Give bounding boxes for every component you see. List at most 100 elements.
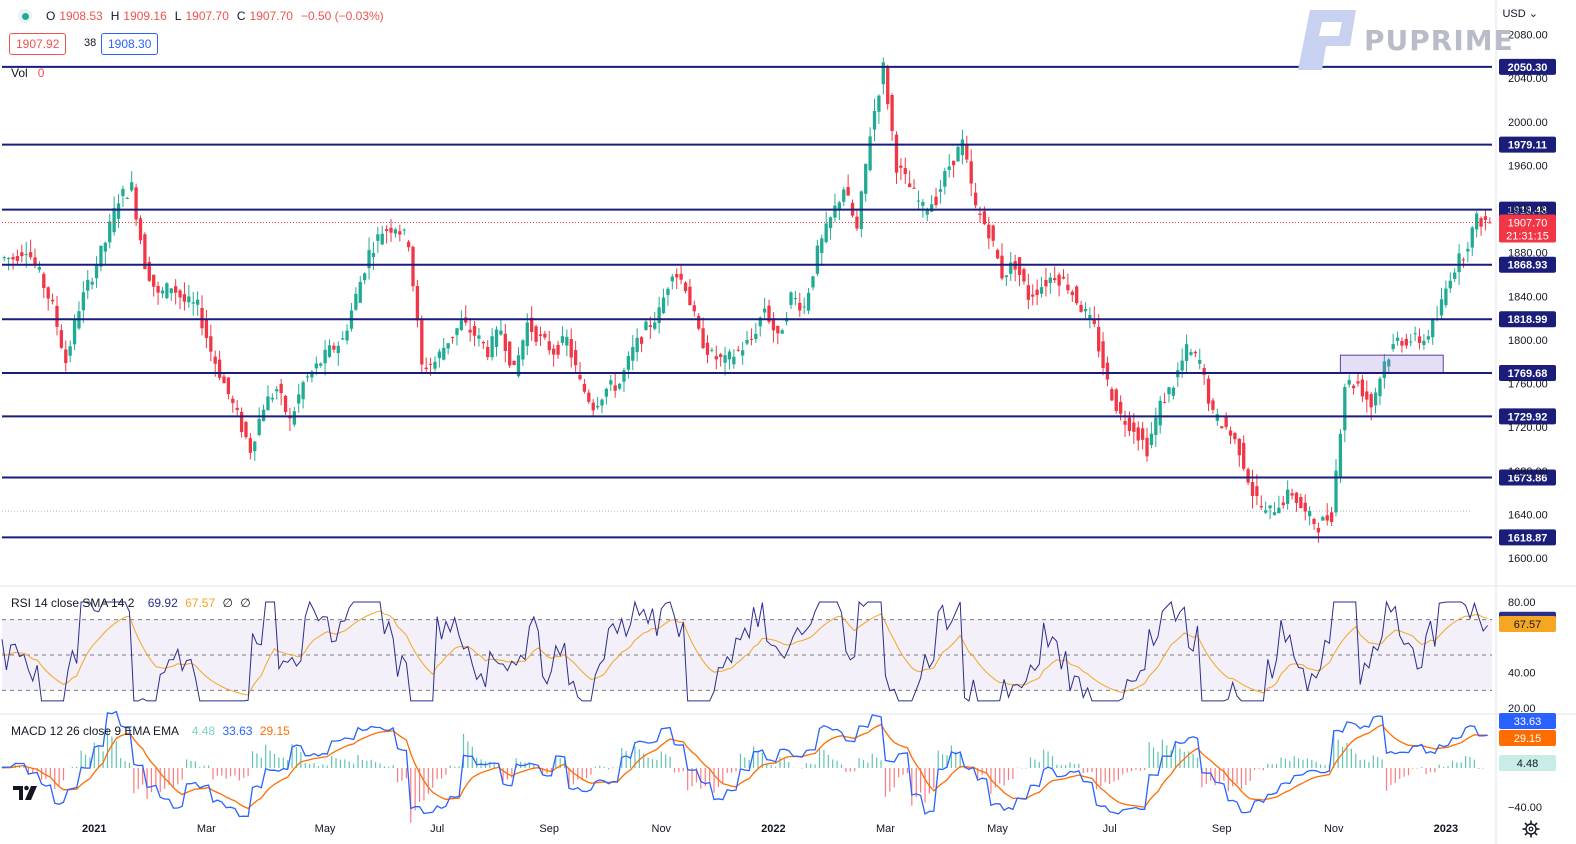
candle-body <box>710 349 714 351</box>
candle-body <box>956 146 960 162</box>
candle <box>719 352 723 367</box>
candle <box>850 199 855 218</box>
rsi-tag-text: 67.57 <box>1514 619 1542 631</box>
candle-body <box>780 330 784 334</box>
candle <box>174 279 178 305</box>
candle <box>872 98 877 142</box>
candle <box>327 339 332 359</box>
candle <box>134 183 138 226</box>
candle <box>81 280 86 323</box>
candle-body <box>1031 294 1035 297</box>
level-label-bg <box>1499 364 1556 381</box>
candle <box>595 396 600 410</box>
candle <box>1277 495 1281 514</box>
candle-body <box>1431 319 1435 338</box>
candle-body <box>1022 269 1026 282</box>
candle <box>556 340 560 359</box>
candle <box>802 297 806 315</box>
candle <box>956 145 960 162</box>
candle-body <box>1017 257 1022 276</box>
candle-body <box>534 326 538 342</box>
candle <box>1171 386 1176 400</box>
candle-body <box>798 302 802 311</box>
macd-tag-bg <box>1499 713 1556 729</box>
candle-body <box>494 329 499 347</box>
candle-body <box>20 252 24 257</box>
candle-body <box>749 338 754 340</box>
candle <box>178 288 182 310</box>
candle <box>398 224 402 242</box>
candle-body <box>213 356 217 364</box>
candle <box>815 239 820 277</box>
candle <box>938 179 943 204</box>
candle-body <box>1457 253 1461 273</box>
candle-body <box>741 350 745 356</box>
candle <box>1453 268 1457 282</box>
candle <box>1409 334 1413 347</box>
macd-tag-bg <box>1499 755 1556 771</box>
candle-body <box>354 293 358 310</box>
level-label-bg <box>1499 469 1556 486</box>
candle <box>248 432 253 460</box>
level-label-bg <box>1499 529 1556 546</box>
candle <box>1360 374 1365 403</box>
candle <box>903 157 907 185</box>
candle <box>1097 314 1101 358</box>
candle-body <box>341 338 345 340</box>
time-tick-label: Nov <box>1324 823 1344 835</box>
candle-body <box>1312 519 1316 524</box>
candle <box>714 345 718 370</box>
candle-body <box>846 187 850 196</box>
candle <box>261 404 266 422</box>
candle <box>767 299 771 325</box>
candle <box>582 378 587 394</box>
settings-gear-icon[interactable] <box>1522 820 1540 838</box>
candle-body <box>978 213 982 216</box>
candle-body <box>125 197 129 199</box>
currency-selector[interactable]: USD ⌄ <box>1502 8 1538 20</box>
close-label: C <box>236 9 246 23</box>
buy-button[interactable]: 1908.30 <box>101 33 159 55</box>
candle <box>1343 383 1347 443</box>
rsi-label: RSI 14 close SMA 14 2 <box>11 596 135 610</box>
candle-body <box>393 229 398 234</box>
volume-legend: Vol 0 <box>11 66 44 80</box>
candle <box>1079 300 1083 313</box>
candle-body <box>1070 291 1074 296</box>
candle-body <box>1255 486 1259 497</box>
candle-body <box>1211 400 1215 410</box>
candle <box>363 272 367 285</box>
candle-body <box>516 355 521 377</box>
candle <box>341 331 345 341</box>
time-tick-label: Jul <box>430 823 444 835</box>
candle-body <box>1281 502 1285 506</box>
candle <box>565 329 569 357</box>
sell-button[interactable]: 1907.92 <box>9 33 67 55</box>
candle <box>1162 392 1167 404</box>
candle-body <box>380 233 384 245</box>
candle <box>253 440 257 461</box>
candle <box>116 194 121 229</box>
rsi-line <box>1 600 1488 702</box>
candle-body <box>1118 401 1123 414</box>
candle-body <box>560 336 565 343</box>
open-value: 1908.53 <box>59 9 103 23</box>
candle <box>266 385 270 411</box>
candle <box>688 278 692 306</box>
candle <box>323 339 327 376</box>
candle <box>376 226 380 253</box>
level-label-text: 2050.30 <box>1508 62 1548 74</box>
candle-body <box>719 354 723 357</box>
candle-body <box>358 281 362 303</box>
candle-body <box>1329 512 1334 522</box>
candle-body <box>991 225 995 241</box>
candle-body <box>771 318 776 331</box>
candle-body <box>626 356 631 370</box>
level-label-text: 1769.68 <box>1508 368 1548 380</box>
time-tick-label: 2023 <box>1434 823 1458 835</box>
candle <box>345 324 349 345</box>
candle <box>68 340 72 363</box>
candle-body <box>1140 428 1145 440</box>
level-label-bg <box>1499 136 1556 153</box>
